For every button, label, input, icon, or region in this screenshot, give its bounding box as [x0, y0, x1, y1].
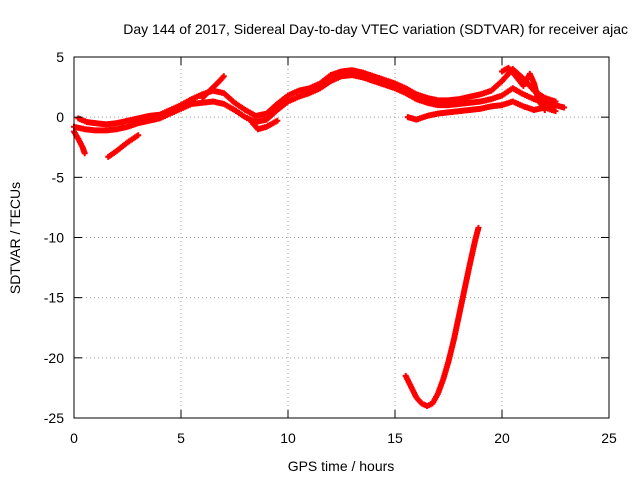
y-tick-label: -5 [52, 169, 65, 185]
data-points [71, 64, 568, 409]
x-axis-label: GPS time / hours [288, 458, 395, 474]
chart-title: Day 144 of 2017, Sidereal Day-to-day VTE… [123, 21, 628, 37]
grid [74, 57, 609, 418]
x-tick-label: 5 [177, 430, 185, 446]
series-2-markers [248, 98, 559, 133]
axis-labels: 0 5 10 15 20 25 -25 -20 -15 -10 -5 0 5 [44, 49, 617, 446]
y-tick-label: -10 [44, 230, 64, 246]
x-tick-label: 0 [70, 430, 78, 446]
axis-ticks [73, 56, 610, 419]
y-tick-label: -15 [44, 290, 64, 306]
y-tick-label: 5 [56, 49, 64, 65]
y-axis-label: SDTVAR / TECUs [7, 182, 23, 294]
series-1-markers [75, 66, 559, 128]
series-0-markers [71, 72, 568, 134]
y-tick-label: -25 [44, 410, 64, 426]
y-tick-label: 0 [56, 109, 64, 125]
x-tick-label: 15 [387, 430, 403, 446]
x-tick-label: 20 [494, 430, 510, 446]
y-tick-label: -20 [44, 350, 64, 366]
series-5-markers [402, 224, 482, 409]
x-tick-label: 10 [280, 430, 296, 446]
series-4-markers [499, 64, 548, 113]
x-tick-label: 25 [601, 430, 617, 446]
